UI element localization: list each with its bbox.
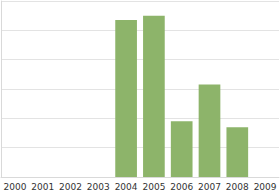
- svg-text:2009: 2009: [254, 182, 277, 192]
- svg-text:2001: 2001: [31, 182, 54, 192]
- svg-text:2008: 2008: [226, 182, 249, 192]
- svg-text:2002: 2002: [59, 182, 82, 192]
- svg-text:2006: 2006: [170, 182, 193, 192]
- svg-text:2000: 2000: [3, 182, 26, 192]
- svg-text:2004: 2004: [115, 182, 138, 192]
- svg-text:2003: 2003: [87, 182, 110, 192]
- svg-text:2005: 2005: [142, 182, 165, 192]
- svg-text:2007: 2007: [198, 182, 221, 192]
